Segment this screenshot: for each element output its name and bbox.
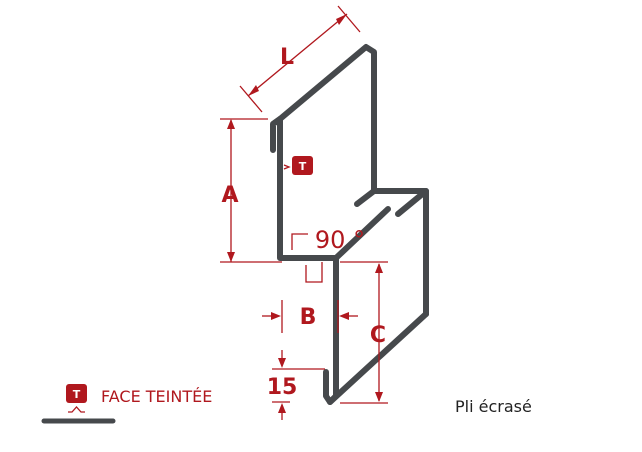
profile-back-return (395, 188, 429, 217)
dim-B-label: B (300, 305, 317, 330)
badge-box (292, 156, 313, 175)
dim-L-ext-left (239, 85, 263, 113)
dim-C-label: C (370, 323, 386, 348)
painted-face-badge: T (292, 156, 313, 175)
profile-bottom-edge (327, 311, 429, 405)
angle-marker-lower (305, 262, 323, 283)
profile-fold-return (354, 188, 377, 207)
legend-pointer (68, 406, 85, 413)
dim-L-arrowhead-right (336, 14, 347, 25)
legend-badge-box (66, 384, 87, 403)
dim-hem-arrowhead-top (278, 358, 286, 368)
dim-B-arrowhead-right (339, 312, 349, 320)
angle-marker (291, 233, 308, 250)
dim-hem-arrowhead-bottom (278, 403, 286, 413)
fold-caption: Pli écrasé (455, 397, 532, 416)
dim-C-arrowhead-top (375, 263, 383, 273)
dim-hem-label: 15 (267, 375, 298, 400)
dim-L-line (247, 13, 348, 97)
dimension-arrowheads (227, 14, 383, 413)
legend-badge-letter: T (73, 388, 81, 401)
dim-B-arrowhead-left (271, 312, 281, 320)
dim-A-label: A (221, 183, 238, 208)
badge-letter: T (299, 160, 307, 173)
dim-C-arrowhead-bottom (375, 392, 383, 402)
dim-L-label: L (280, 45, 294, 70)
metal-profile (270, 44, 429, 405)
dim-L-ext-right (337, 5, 361, 33)
dimension-lines (220, 5, 388, 420)
profile-step-diagonal (333, 206, 391, 261)
dim-A-arrowhead-top (227, 119, 235, 129)
angle-label: 90 ° (315, 226, 365, 254)
dim-A-arrowhead-bottom (227, 252, 235, 262)
profile-back-outline (277, 44, 429, 317)
legend: T FACE TEINTÉE (41, 384, 212, 424)
dim-L-arrowhead-left (248, 85, 259, 96)
badge-leader (283, 164, 291, 170)
legend-label: FACE TEINTÉE (101, 387, 212, 406)
